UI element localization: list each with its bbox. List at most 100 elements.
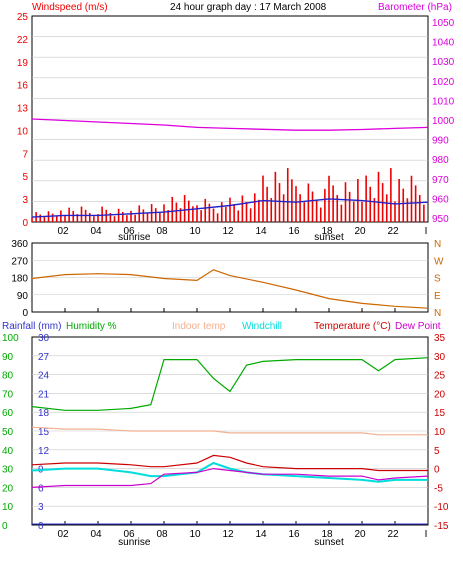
dir-y-tick: 270 — [11, 256, 28, 267]
gust-line — [31, 198, 429, 218]
x-tick-label: 22 — [387, 529, 399, 540]
wind-y-tick: 0 — [22, 218, 28, 229]
humidity-line — [31, 357, 429, 411]
x-tick-label: 02 — [57, 529, 69, 540]
dewpoint-label: Dew Point — [395, 321, 441, 332]
sunrise-label: sunrise — [118, 537, 151, 548]
dir-y-tick: 360 — [11, 239, 28, 250]
rain-y-tick: 21 — [38, 389, 50, 400]
temp-y-tick: -15 — [434, 521, 449, 532]
temp-y-tick: 35 — [434, 333, 446, 344]
x-tick-label: 16 — [288, 529, 300, 540]
dir-y-tick: 0 — [22, 308, 28, 319]
humidity-y-tick: 20 — [2, 483, 14, 494]
humidity-y-tick: 60 — [2, 408, 14, 419]
wind-y-tick: 19 — [17, 58, 29, 69]
humidity-y-tick: 30 — [2, 465, 14, 476]
baro-y-tick: 1010 — [432, 96, 455, 107]
humidity-y-tick: 80 — [2, 371, 14, 382]
x-tick-label: 08 — [156, 529, 168, 540]
x-tick-label: 12 — [222, 226, 234, 237]
temp-y-tick: -10 — [434, 502, 449, 513]
windchill-label: Windchill — [242, 321, 282, 332]
baro-y-tick: 1030 — [432, 57, 455, 68]
baro-y-tick: 1040 — [432, 38, 455, 49]
baro-y-tick: 990 — [432, 136, 449, 147]
wind-y-tick: 25 — [17, 12, 29, 23]
indoor-temp-line — [31, 426, 428, 436]
temp-y-tick: 15 — [434, 408, 446, 419]
humidity-y-tick: 0 — [2, 521, 8, 532]
dir-y-tick: 90 — [17, 291, 29, 302]
sunset-label: sunset — [314, 537, 344, 548]
humidity-y-tick: 50 — [2, 427, 14, 438]
barometer-label: Barometer (hPa) — [378, 2, 452, 13]
x-tick-label: 04 — [90, 529, 102, 540]
dir-y-tick: 180 — [11, 274, 28, 285]
x-tick-label: 06 — [123, 529, 135, 540]
wind-y-tick: 13 — [17, 104, 29, 115]
temperature-label: Temperature (°C) — [314, 321, 391, 332]
rain-y-tick: 24 — [38, 371, 50, 382]
dir-compass-tick: W — [434, 256, 444, 267]
x-tick-label: 16 — [288, 226, 300, 237]
dewpoint-line — [31, 467, 429, 488]
rain-y-tick: 3 — [38, 502, 44, 513]
temp-y-tick: -5 — [434, 483, 443, 494]
temp-y-tick: 25 — [434, 371, 446, 382]
wind-direction-line — [31, 269, 429, 309]
rain-y-tick: 15 — [38, 427, 50, 438]
x-tick-label: 10 — [189, 529, 201, 540]
x-tick-label: 20 — [354, 529, 366, 540]
x-tick-label: 18 — [321, 226, 333, 237]
dir-compass-tick: S — [434, 274, 441, 285]
temp-y-tick: 10 — [434, 427, 446, 438]
x-tick-label: 14 — [255, 529, 267, 540]
humidity-y-tick: 100 — [2, 333, 19, 344]
x-tick-label: 20 — [354, 226, 366, 237]
baro-y-tick: 970 — [432, 175, 449, 186]
indoor-temp-label: Indoor temp — [172, 321, 226, 332]
dir-compass-tick: N — [434, 239, 441, 250]
x-tick-label: 08 — [156, 226, 168, 237]
wind-y-tick: 10 — [17, 126, 29, 137]
rain-y-tick: 12 — [38, 446, 50, 457]
x-tick-label: 10 — [189, 226, 201, 237]
humidity-y-tick: 10 — [2, 502, 14, 513]
temperature-line — [31, 454, 428, 472]
baro-y-tick: 1000 — [432, 116, 455, 127]
baro-y-tick: 1020 — [432, 77, 455, 88]
humidity-label: Humidity % — [66, 321, 117, 332]
chart-title: 24 hour graph day : 17 March 2008 — [170, 2, 327, 13]
baro-y-tick: 1050 — [432, 18, 455, 29]
temp-y-tick: 5 — [434, 446, 440, 457]
sunrise-label: sunrise — [118, 232, 151, 243]
x-tick-label: I — [425, 226, 428, 237]
x-tick-label: 04 — [90, 226, 102, 237]
rainfall-label: Rainfall (mm) — [2, 321, 61, 332]
temp-y-tick: 0 — [434, 465, 440, 476]
wind-barometer-panel: 2522191613107530105010401030102010101000… — [17, 12, 455, 243]
wind-y-tick: 7 — [22, 149, 28, 160]
dir-compass-tick: E — [434, 291, 441, 302]
wind-y-tick: 3 — [22, 195, 28, 206]
rain-y-tick: 6 — [38, 483, 44, 494]
x-tick-label: 14 — [255, 226, 267, 237]
rain-y-tick: 30 — [38, 333, 50, 344]
temp-y-tick: 30 — [434, 352, 446, 363]
baro-y-tick: 960 — [432, 194, 449, 205]
x-tick-label: 06 — [123, 226, 135, 237]
rain-y-tick: 18 — [38, 408, 50, 419]
temp-humidity-panel: 1009080706050403020100302724211815129630… — [2, 333, 449, 548]
sunset-label: sunset — [314, 232, 344, 243]
rain-y-tick: 0 — [38, 521, 44, 532]
x-tick-label: 12 — [222, 529, 234, 540]
baro-y-tick: 980 — [432, 155, 449, 166]
humidity-y-tick: 90 — [2, 352, 14, 363]
wind-y-tick: 22 — [17, 35, 29, 46]
barometer-line — [31, 118, 429, 131]
x-tick-label: 02 — [57, 226, 69, 237]
humidity-y-tick: 40 — [2, 446, 14, 457]
